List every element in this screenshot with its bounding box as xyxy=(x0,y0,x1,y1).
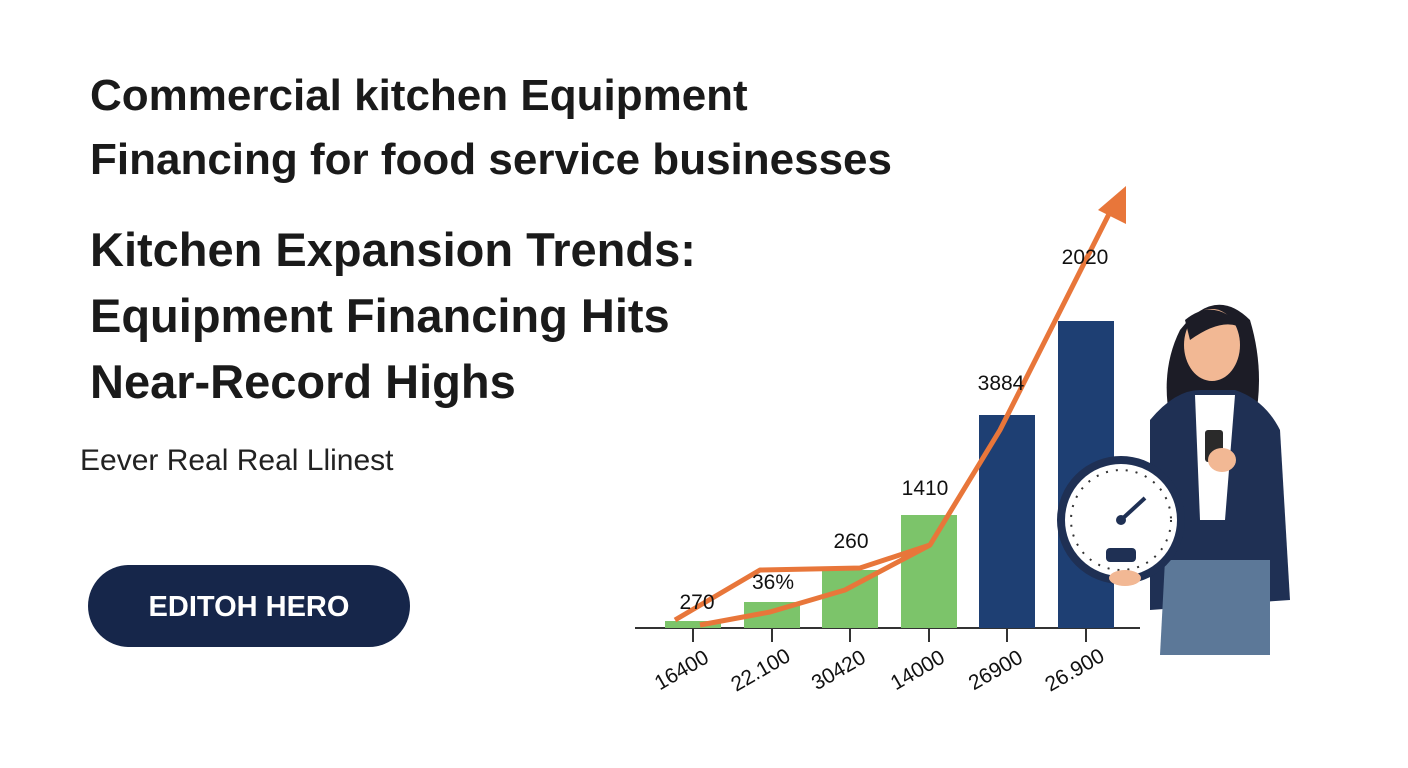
button-label[interactable]: EDITOH HERO xyxy=(149,591,350,623)
button-bg[interactable] xyxy=(88,565,410,647)
headline-line: Near-Record Highs xyxy=(90,355,516,408)
x-tick-label: 30420 xyxy=(808,646,870,695)
button[interactable]: EDITOH HERO xyxy=(88,565,410,647)
headline-line: Equipment Financing Hits xyxy=(90,289,670,342)
headline-line: Kitchen Expansion Trends: xyxy=(90,223,696,276)
annotation: 1410 xyxy=(902,477,949,500)
bar xyxy=(901,515,957,628)
illustration xyxy=(1057,304,1290,655)
annotation: 3884 xyxy=(978,372,1025,395)
trend-lines xyxy=(673,186,1126,628)
bar xyxy=(665,621,721,628)
title-line: Financing for food service businesses xyxy=(90,135,892,184)
annotation: 36% xyxy=(752,571,794,594)
subtitle: Eever Real Real Llinest xyxy=(80,444,394,477)
x-tick-label: 22.100 xyxy=(727,644,794,696)
title-line: Commercial kitchen Equipment xyxy=(90,71,748,120)
x-tick-label: 26900 xyxy=(965,646,1027,695)
annotation: 270 xyxy=(679,591,714,614)
x-tick-label: 16400 xyxy=(651,646,713,695)
x-tick-label: 26.900 xyxy=(1041,644,1108,696)
annotation: 2020 xyxy=(1062,246,1109,269)
annotation: 260 xyxy=(833,530,868,553)
x-tick-label: 14000 xyxy=(887,646,949,695)
